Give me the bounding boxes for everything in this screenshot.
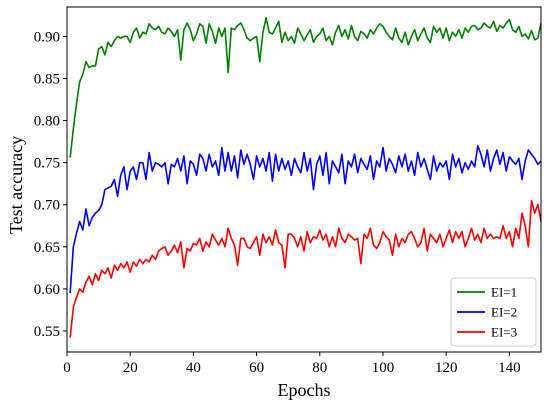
x-tick-label: 20 [123,360,138,376]
x-tick-label: 60 [249,360,264,376]
legend-label-3: EI=3 [491,325,517,340]
x-tick-label: 40 [186,360,201,376]
legend: EI=1 EI=2 EI=3 [450,277,537,347]
legend-label-2: EI=2 [491,305,517,320]
x-tick-label: 100 [372,360,395,376]
series-layer [69,17,541,338]
y-tick-label: 0.90 [34,29,60,45]
y-axis-label: Test accuracy [6,136,26,234]
series-line-1 [69,17,541,158]
plot-frame [66,6,542,353]
series-line-3 [69,199,541,338]
x-tick-label: 0 [63,360,71,376]
y-tick-label: 0.60 [34,282,60,298]
y-tick-label: 0.80 [34,114,60,130]
y-tick-label: 0.55 [34,324,60,340]
series-line-2 [69,145,541,294]
y-tick-label: 0.75 [34,156,60,172]
y-tick-label: 0.70 [34,198,60,214]
x-tick-label: 140 [498,360,521,376]
y-tick-label: 0.65 [34,240,60,256]
x-axis-label: Epochs [278,380,331,400]
x-tick-label: 120 [435,360,458,376]
legend-label-1: EI=1 [491,285,517,300]
x-tick-label: 80 [312,360,327,376]
y-tick-label: 0.85 [34,72,60,88]
legend-box [450,277,537,347]
axes-layer: 0 20 40 60 80 100 120 140 0.55 0.60 0.65 0.70 0.75 0.… [34,6,542,376]
